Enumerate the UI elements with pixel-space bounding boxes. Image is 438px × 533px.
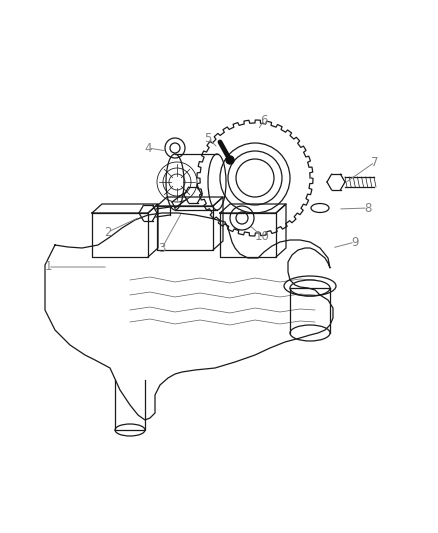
Text: 5: 5 bbox=[204, 132, 212, 144]
Text: 1: 1 bbox=[44, 261, 52, 273]
Text: 3: 3 bbox=[158, 241, 166, 254]
Text: 8: 8 bbox=[364, 201, 372, 214]
Circle shape bbox=[226, 156, 234, 164]
Text: 9: 9 bbox=[351, 236, 359, 248]
Text: 2: 2 bbox=[104, 225, 112, 238]
Text: 7: 7 bbox=[371, 156, 379, 168]
Text: 10: 10 bbox=[254, 230, 269, 243]
Text: 6: 6 bbox=[260, 114, 268, 126]
Text: 4: 4 bbox=[144, 141, 152, 155]
